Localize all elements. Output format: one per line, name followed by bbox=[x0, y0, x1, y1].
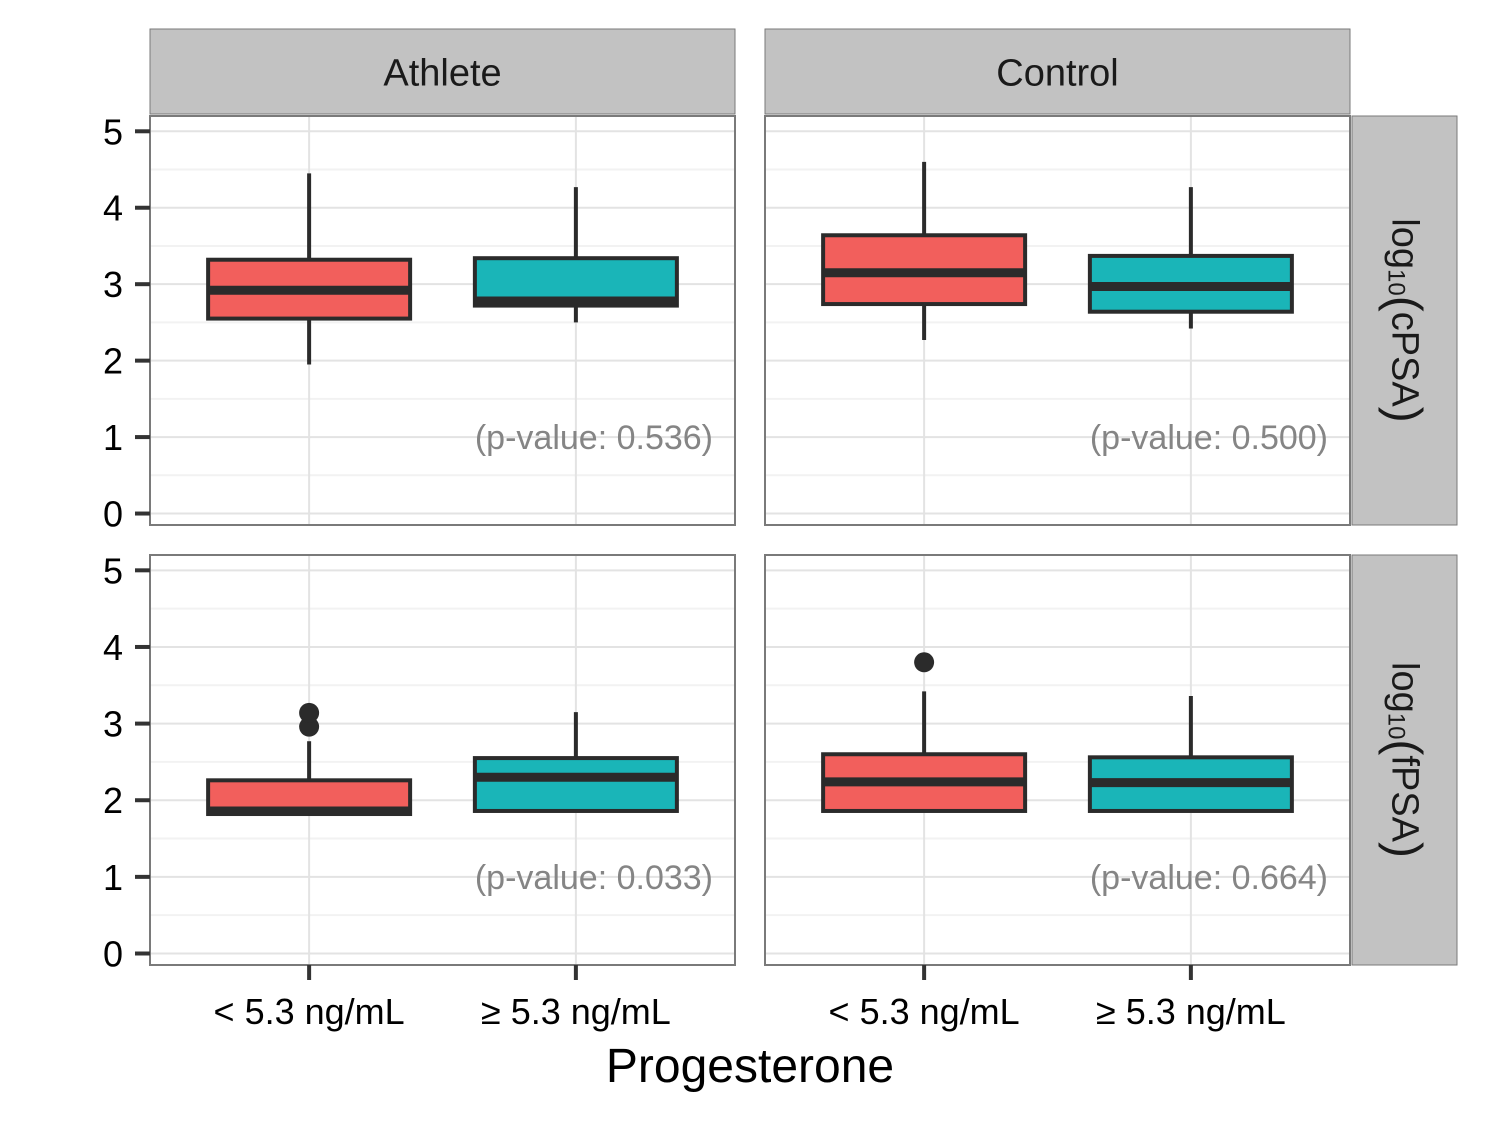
y-tick-label: 5 bbox=[103, 550, 123, 591]
strip-background bbox=[1351, 554, 1458, 966]
box-above-5-3 bbox=[1087, 696, 1294, 813]
box-above-5-3 bbox=[1087, 187, 1294, 329]
y-axis-row1: 0 1 2 3 4 5 bbox=[103, 111, 150, 535]
y-tick-label: 3 bbox=[103, 264, 123, 305]
facet-strip-athlete: Athlete bbox=[149, 28, 736, 115]
box-below-5-3 bbox=[821, 652, 1028, 813]
box-below-5-3 bbox=[821, 161, 1028, 340]
outlier-point bbox=[299, 702, 320, 723]
x-axis-title: Progesterone bbox=[606, 1040, 894, 1093]
panel-control-row1: (p-value: 0.500) bbox=[764, 115, 1351, 526]
outlier-point bbox=[914, 652, 935, 673]
panel-border bbox=[149, 554, 736, 966]
facet-strip-control: Control bbox=[764, 28, 1351, 115]
box-body bbox=[472, 756, 679, 813]
p-value-annotation: (p-value: 0.536) bbox=[475, 419, 713, 457]
panel-athlete-row2: (p-value: 0.033) bbox=[149, 554, 736, 966]
x-axis-athlete: < 5.3 ng/mL ≥ 5.3 ng/mL bbox=[214, 965, 671, 1032]
strip-background bbox=[764, 28, 1351, 115]
y-tick-label: 0 bbox=[103, 934, 123, 975]
strip-label: log10(cPSA) bbox=[1378, 218, 1431, 422]
box-above-5-3 bbox=[472, 712, 679, 813]
panel-background bbox=[765, 116, 1350, 525]
y-tick-label: 4 bbox=[103, 627, 123, 668]
p-value-annotation: (p-value: 0.500) bbox=[1090, 419, 1328, 457]
panel-border bbox=[764, 554, 1351, 966]
y-tick-label: 1 bbox=[103, 857, 123, 898]
panels-layer: (p-value: 0.536) (p-value: 0.500) (p-value… bbox=[149, 115, 1351, 966]
y-tick-label: 4 bbox=[103, 188, 123, 229]
box-below-5-3 bbox=[206, 173, 413, 365]
y-tick-label: 0 bbox=[103, 494, 123, 535]
strip-background bbox=[1351, 115, 1458, 526]
strip-label: Athlete bbox=[383, 53, 501, 95]
facet-strips-layer: Athlete Control log10(cPSA) log10(fPSA) bbox=[149, 28, 1458, 966]
x-tick-label: ≥ 5.3 ng/mL bbox=[481, 991, 671, 1032]
x-axis-control: < 5.3 ng/mL ≥ 5.3 ng/mL bbox=[829, 965, 1286, 1032]
p-value-annotation: (p-value: 0.033) bbox=[475, 859, 713, 897]
y-tick-label: 3 bbox=[103, 704, 123, 745]
panel-border bbox=[149, 115, 736, 526]
y-tick-label: 2 bbox=[103, 780, 123, 821]
x-tick-label: < 5.3 ng/mL bbox=[829, 991, 1020, 1032]
box-above-5-3 bbox=[472, 187, 679, 323]
outlier-point bbox=[299, 716, 320, 737]
box-below-5-3 bbox=[206, 702, 413, 817]
strip-background bbox=[149, 28, 736, 115]
panel-athlete-row1: (p-value: 0.536) bbox=[149, 115, 736, 526]
facet-strip-cpsa: log10(cPSA) bbox=[1351, 115, 1458, 526]
strip-label: log10(fPSA) bbox=[1378, 662, 1431, 858]
p-value-annotation: (p-value: 0.664) bbox=[1090, 859, 1328, 897]
strip-label: Control bbox=[996, 53, 1119, 95]
facet-strip-fpsa: log10(fPSA) bbox=[1351, 554, 1458, 966]
y-tick-label: 5 bbox=[103, 111, 123, 152]
panel-border bbox=[764, 115, 1351, 526]
panel-control-row2: (p-value: 0.664) bbox=[764, 554, 1351, 966]
y-tick-label: 1 bbox=[103, 417, 123, 458]
y-axis-row2: 0 1 2 3 4 5 bbox=[103, 550, 150, 975]
x-tick-label: < 5.3 ng/mL bbox=[214, 991, 405, 1032]
y-tick-label: 2 bbox=[103, 341, 123, 382]
x-tick-label: ≥ 5.3 ng/mL bbox=[1096, 991, 1286, 1032]
